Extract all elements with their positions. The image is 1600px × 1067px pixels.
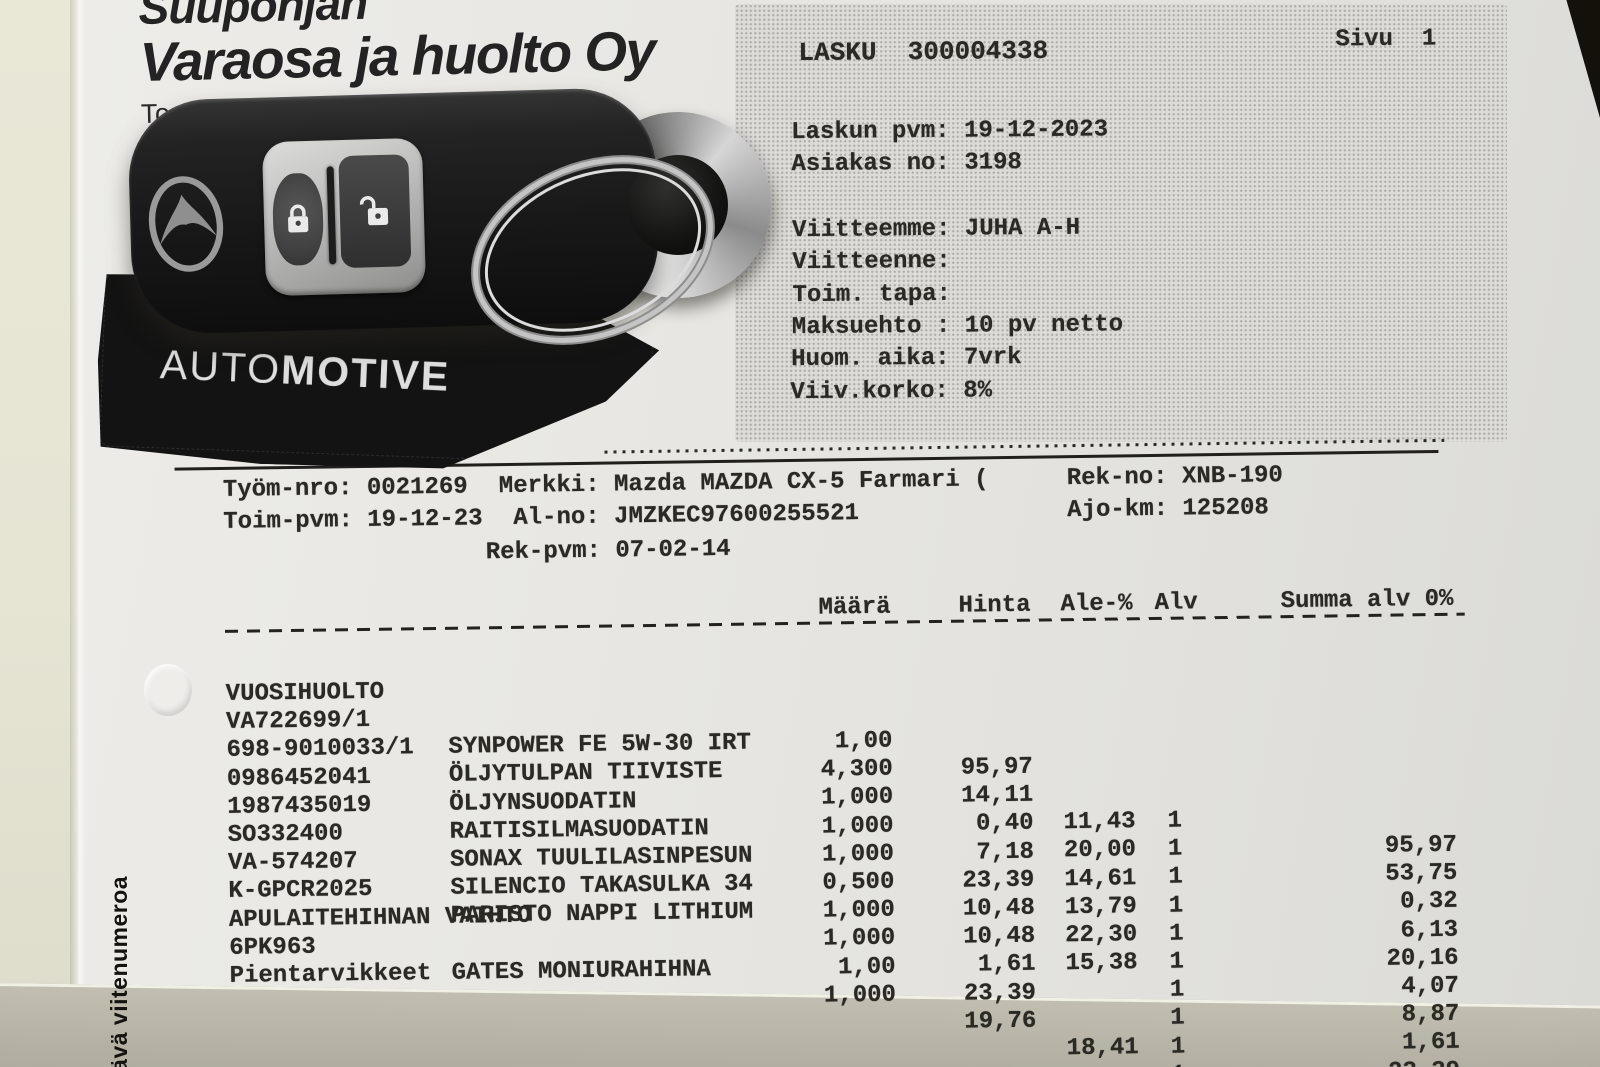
table-surface: [0, 0, 78, 1067]
item-price: 19,76: [964, 1007, 1037, 1036]
reference-number-side-note: tävä viitenumeroa: [106, 875, 132, 1067]
vin-label: Al-no:: [513, 503, 600, 532]
brand-label: Merkki:: [498, 471, 600, 501]
delivery-date: Toim-pvm: 19-12-23: [223, 505, 483, 537]
reg-value: XNB-190: [1181, 462, 1284, 491]
items-table-header: Määrä Hinta Ale-% Alv Summa alv 0%: [8, 584, 1600, 634]
reg-date-label: Rek-pvm:: [485, 537, 602, 567]
paper-left-edge: [70, 0, 86, 1067]
vehicle-brand: Merkki: Mazda MAZDA CX-5 Farmari (: [499, 466, 989, 501]
odometer-label: Ajo-km:: [1067, 495, 1169, 525]
item-vat: 1: [1170, 1033, 1186, 1061]
registration-date: Rek-pvm: 07-02-14: [486, 536, 731, 567]
column-header-total: Summa alv 0%: [1280, 585, 1454, 616]
item-discount: 18,41: [1066, 1034, 1139, 1063]
work-order-value: 0021269: [366, 473, 468, 502]
odometer: Ajo-km: 125208: [1067, 494, 1269, 525]
item-total: 8,87: [1401, 1000, 1460, 1029]
reg-label: Rek-no:: [1066, 463, 1168, 493]
item-quantity: [725, 1044, 897, 1046]
odometer-value: 125208: [1182, 494, 1270, 523]
chassis-number: Al-no: JMZKEC97600255521: [513, 500, 859, 533]
item-discount: [1034, 1006, 1138, 1007]
column-header-qty: Määrä: [818, 593, 891, 622]
vin-value: JMZKEC97600255521: [613, 500, 860, 531]
delivery-date-value: 19-12-23: [367, 505, 483, 534]
item-vat: 1: [1171, 1061, 1186, 1067]
column-header-vat: Alv: [1154, 589, 1198, 617]
reg-date-value: 07-02-14: [615, 535, 731, 565]
column-header-price: Hinta: [958, 591, 1031, 620]
delivery-date-label: Toim-pvm:: [223, 507, 354, 536]
work-order-number: Työm-nro: 0021269: [223, 474, 468, 505]
work-order-label: Työm-nro:: [222, 475, 353, 504]
registration-number: Rek-no: XNB-190: [1067, 462, 1283, 493]
invoice-header-shaded-area: [735, 4, 1507, 442]
paper-emboss-mark: [144, 664, 192, 716]
item-vat: 1: [1170, 1004, 1185, 1033]
column-header-discount: Ale-%: [1060, 590, 1133, 619]
brand-value: Mazda MAZDA CX-5 Farmari (: [613, 466, 989, 499]
item-total: 1,61: [1401, 1029, 1460, 1057]
